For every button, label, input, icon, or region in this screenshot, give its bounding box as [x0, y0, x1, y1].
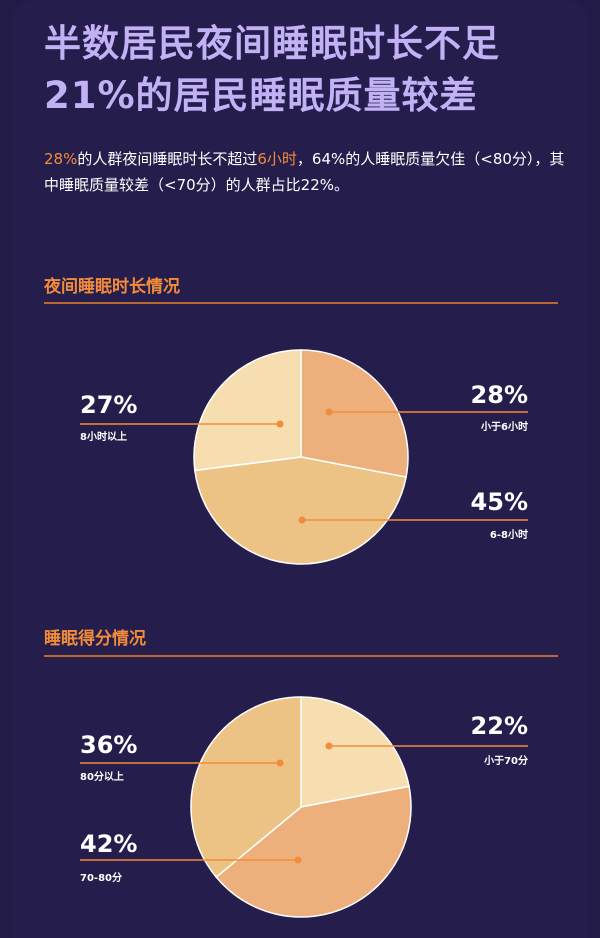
leader-dot-slice-1 — [294, 856, 302, 864]
section-title-sleep-score: 睡眠得分情况 — [44, 629, 146, 649]
intro-text-2: ，64%的人睡眠质量欠佳（<80分），其中睡眠质量较差（<70分）的人群占比22… — [44, 150, 565, 194]
data-label-pct-70-80: 42% — [80, 830, 137, 858]
intro-highlight-hours: 6小时 — [257, 150, 297, 168]
title-line-2: 21%的居民睡眠质量较差 — [44, 74, 478, 117]
page-title: 半数居民夜间睡眠时长不足 21%的居民睡眠质量较差 — [44, 18, 584, 122]
data-label-pct-under-6h: 28% — [471, 381, 528, 409]
leader-dot-slice-0 — [325, 742, 333, 750]
leader-dot-slice-0 — [325, 408, 333, 416]
section-divider-1 — [44, 302, 558, 304]
pie-slice-under-6h — [300, 349, 409, 478]
data-label-name-6-8h: 6-8小时 — [490, 528, 528, 541]
data-label-name-over-8h: 8小时以上 — [80, 430, 127, 443]
pie-slice-over-8h — [193, 349, 302, 472]
data-label-pct-under-70: 22% — [471, 712, 528, 740]
sleep-duration-pie-chart: 28% 小于6小时 45% 6-8小时 27% 8小时以上 — [80, 349, 528, 565]
intro-highlight-percent: 28% — [44, 150, 78, 168]
data-label-pct-over-80: 36% — [80, 731, 137, 759]
pie-slice-70-80 — [215, 785, 412, 918]
sleep-score-pie-chart: 22% 小于70分 42% 70-80分 36% 80分以上 — [80, 696, 528, 918]
leader-dot-slice-1 — [298, 516, 306, 524]
section-title-sleep-duration: 夜间睡眠时长情况 — [44, 277, 180, 297]
leader-dot-slice-2 — [276, 759, 284, 767]
data-label-pct-over-8h: 27% — [80, 391, 137, 419]
intro-paragraph: 28%的人群夜间睡眠时长不超过6小时，64%的人睡眠质量欠佳（<80分），其中睡… — [44, 146, 574, 198]
title-line-1: 半数居民夜间睡眠时长不足 — [44, 22, 500, 65]
data-label-name-over-80: 80分以上 — [80, 770, 124, 783]
pie-slice-6-8h — [194, 456, 407, 565]
data-label-name-under-70: 小于70分 — [483, 754, 528, 767]
data-label-pct-6-8h: 45% — [471, 488, 528, 516]
pie-slice-under-70 — [300, 696, 410, 808]
data-label-name-under-6h: 小于6小时 — [480, 420, 528, 433]
section-divider-2 — [44, 655, 558, 657]
data-label-name-70-80: 70-80分 — [80, 871, 122, 884]
intro-text-1: 的人群夜间睡眠时长不超过 — [77, 150, 258, 168]
pie-slice-over-80 — [190, 696, 302, 879]
leader-dot-slice-2 — [276, 420, 284, 428]
